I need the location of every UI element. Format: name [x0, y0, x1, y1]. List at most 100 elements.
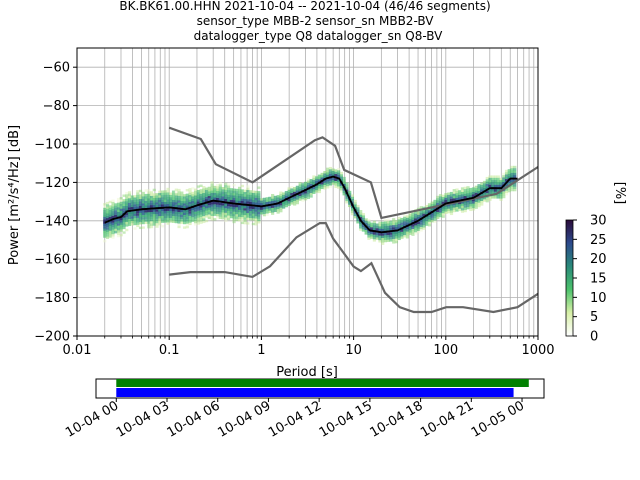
density-cell — [119, 222, 123, 225]
density-cell — [240, 219, 244, 222]
colorbar-tick-label: 10 — [590, 291, 607, 306]
density-cell — [383, 223, 388, 227]
density-cell — [392, 222, 396, 226]
density-cell — [504, 169, 509, 173]
density-cell — [510, 168, 514, 171]
density-cell — [436, 202, 440, 206]
density-cell — [414, 211, 418, 214]
density-cell — [246, 217, 250, 220]
density-cell — [254, 220, 258, 224]
density-cell — [331, 168, 335, 171]
density-cell — [298, 193, 302, 197]
density-cell — [295, 201, 299, 205]
density-cell — [138, 205, 143, 209]
density-cell — [177, 223, 181, 226]
density-cell — [152, 214, 156, 217]
density-cell — [116, 200, 121, 203]
density-cell — [246, 194, 250, 197]
density-cell — [282, 201, 286, 205]
density-cell — [204, 194, 209, 197]
coverage-bars — [116, 379, 529, 397]
density-cell — [290, 199, 294, 203]
density-cell — [471, 198, 476, 202]
density-cell — [367, 235, 371, 238]
density-cell — [510, 170, 514, 173]
density-cell — [392, 241, 396, 244]
density-cell — [293, 200, 297, 204]
density-cell — [177, 225, 181, 229]
density-cell — [191, 217, 195, 220]
density-cell — [243, 198, 247, 202]
density-cell — [474, 188, 478, 191]
density-cell — [301, 194, 305, 198]
density-cell — [105, 204, 110, 207]
density-cell — [513, 165, 517, 169]
density-cell — [224, 182, 228, 186]
density-cell — [144, 193, 148, 197]
density-cell — [174, 197, 178, 201]
density-cell — [141, 210, 145, 213]
density-cell — [301, 192, 305, 195]
density-cell — [257, 198, 261, 201]
density-cell — [287, 187, 291, 190]
density-cell — [463, 209, 467, 213]
density-cell — [499, 196, 503, 199]
density-cell — [279, 191, 283, 194]
density-cell — [114, 205, 118, 209]
density-cell — [356, 204, 360, 208]
density-cell — [144, 221, 148, 224]
density-cell — [502, 181, 506, 185]
density-cell — [513, 175, 517, 178]
density-cell — [246, 192, 250, 195]
density-cell — [485, 199, 489, 203]
coverage-tick-label: 10-04 15 — [317, 398, 375, 440]
density-cell — [392, 231, 396, 235]
density-cell — [191, 194, 195, 197]
density-cell — [422, 218, 426, 221]
density-cell — [460, 208, 465, 211]
density-cell — [444, 197, 448, 201]
density-cell — [144, 205, 148, 208]
density-cell — [268, 196, 272, 200]
density-cell — [323, 184, 327, 188]
density-cell — [427, 214, 432, 218]
density-cell — [249, 194, 253, 198]
density-cell — [504, 172, 509, 175]
density-cell — [320, 177, 324, 180]
density-cell — [182, 194, 187, 197]
density-cell — [337, 179, 341, 182]
density-cell — [513, 188, 517, 192]
density-cell — [191, 212, 195, 215]
density-cell — [271, 198, 275, 202]
density-cell — [262, 213, 266, 217]
density-cell — [210, 211, 214, 214]
density-cell — [158, 202, 162, 205]
density-cell — [237, 216, 242, 220]
density-cell — [466, 195, 470, 198]
density-cell — [158, 190, 162, 194]
density-cell — [394, 233, 399, 237]
density-cell — [433, 213, 437, 217]
density-cell — [482, 187, 487, 191]
density-cell — [370, 222, 374, 225]
density-cell — [471, 187, 476, 190]
density-cell — [276, 211, 280, 214]
density-cell — [232, 206, 236, 210]
density-cell — [485, 193, 489, 196]
density-cell — [400, 229, 404, 232]
density-cell — [193, 197, 198, 201]
density-cell — [125, 208, 129, 211]
x-tick-label: 0.1 — [159, 343, 180, 358]
density-cell — [196, 199, 200, 202]
density-cell — [499, 193, 503, 197]
density-cell — [460, 210, 465, 213]
density-cell — [477, 200, 481, 203]
density-cell — [204, 215, 209, 218]
density-cell — [254, 202, 258, 205]
density-cell — [105, 236, 110, 239]
density-cell — [207, 202, 211, 206]
density-cell — [386, 223, 390, 226]
density-cell — [441, 213, 445, 216]
density-cell — [199, 184, 203, 187]
density-cell — [427, 203, 432, 206]
